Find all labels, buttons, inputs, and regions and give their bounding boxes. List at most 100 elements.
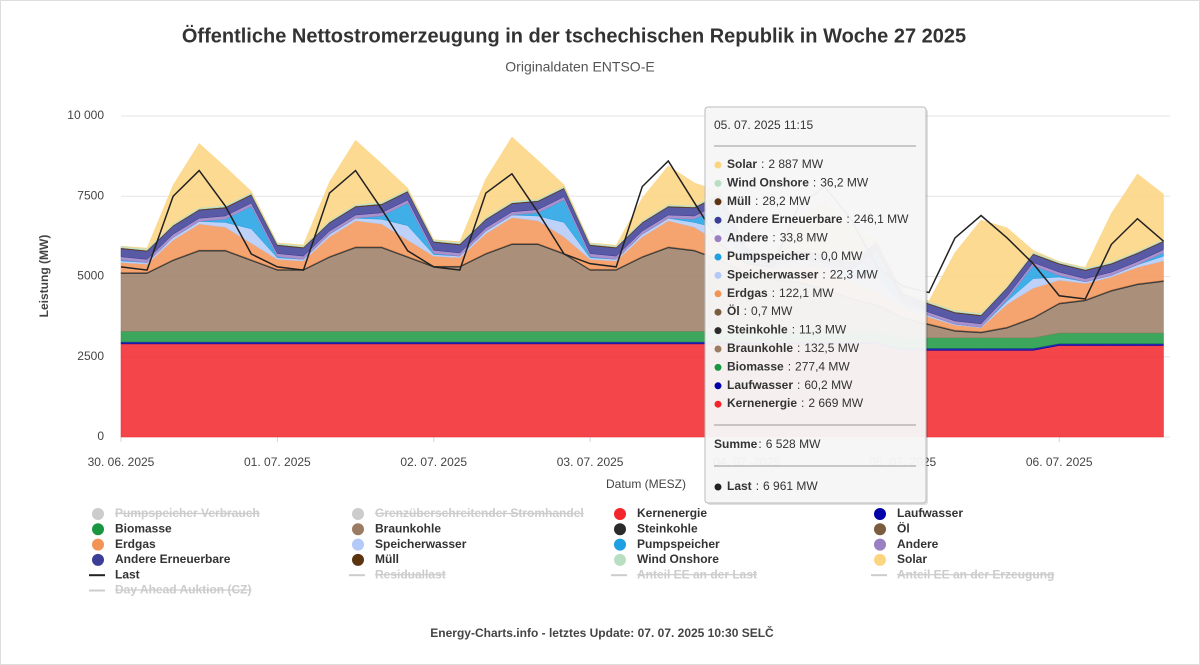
y-tick-label: 2500 bbox=[77, 349, 104, 363]
legend-symbol bbox=[614, 538, 626, 551]
tooltip-value: 277,4 MW bbox=[795, 360, 850, 374]
tooltip-sep: : bbox=[846, 212, 849, 226]
legend-label: Anteil EE an der Erzeugung bbox=[897, 567, 1054, 581]
tooltip-sep: : bbox=[758, 437, 761, 451]
tooltip-value: 60,2 MW bbox=[804, 378, 853, 392]
y-axis-label: Leistung (MW) bbox=[37, 235, 51, 318]
tooltip-value: 0,0 MW bbox=[821, 249, 863, 263]
tooltip-name: Kernenergie bbox=[727, 396, 797, 410]
chart-subtitle: Originaldaten ENTSO-E bbox=[505, 59, 654, 75]
legend-label: Öl bbox=[897, 520, 910, 535]
tooltip-sep: : bbox=[788, 360, 791, 374]
legend-symbol bbox=[614, 508, 626, 520]
legend-symbol bbox=[352, 523, 364, 536]
tooltip-sep: : bbox=[814, 249, 817, 263]
x-tick-label: 03. 07. 2025 bbox=[557, 455, 624, 469]
tooltip-row: Kernenergie:2 669 MW bbox=[727, 396, 864, 410]
tooltip-row: Steinkohle:11,3 MW bbox=[727, 323, 847, 337]
tooltip-value: 2 669 MW bbox=[808, 396, 863, 410]
tooltip-sum: Summe: 6 528 MW bbox=[714, 437, 821, 451]
legend-label: Residuallast bbox=[375, 567, 446, 581]
legend-label: Andere Erneuerbare bbox=[115, 552, 231, 566]
legend-symbol bbox=[352, 538, 364, 551]
legend-label: Müll bbox=[375, 552, 399, 566]
tooltip-row: Wind Onshore:36,2 MW bbox=[727, 176, 869, 190]
legend-label: Kernenergie bbox=[637, 506, 707, 520]
tooltip-bullet bbox=[714, 400, 722, 408]
tooltip-bullet bbox=[714, 290, 722, 298]
legend-symbol bbox=[874, 553, 886, 566]
tooltip-row: Müll:28,2 MW bbox=[727, 194, 811, 208]
tooltip-box bbox=[704, 106, 927, 504]
tooltip-bullet bbox=[714, 216, 722, 224]
tooltip-value: 28,2 MW bbox=[762, 194, 811, 208]
tooltip-title: 05. 07. 2025 11:15 bbox=[714, 118, 814, 132]
tooltip-name: Andere Erneuerbare bbox=[727, 212, 843, 226]
tooltip-sep: : bbox=[744, 304, 747, 318]
x-tick-label: 02. 07. 2025 bbox=[400, 455, 467, 469]
legend-label: Laufwasser bbox=[897, 506, 963, 520]
tooltip-bullet bbox=[714, 161, 722, 169]
tooltip-value: 122,1 MW bbox=[779, 286, 834, 300]
legend-label: Pumpspeicher Verbrauch bbox=[115, 506, 260, 520]
area bbox=[120, 343, 1164, 438]
tooltip-sep: : bbox=[756, 479, 759, 493]
tooltip-value: 132,5 MW bbox=[804, 341, 859, 355]
legend-label: Speicherwasser bbox=[375, 537, 467, 551]
load-line bbox=[120, 159, 1164, 300]
tooltip-name: Biomasse bbox=[727, 360, 784, 374]
tooltip-row: Laufwasser:60,2 MW bbox=[727, 378, 853, 392]
x-tick-label: 01. 07. 2025 bbox=[244, 455, 311, 469]
tooltip-bullet bbox=[714, 253, 722, 261]
legend-symbol bbox=[614, 523, 626, 536]
tooltip-bullet bbox=[714, 363, 722, 371]
footer: Energy-Charts.info - letztes Update: 07.… bbox=[430, 625, 774, 640]
tooltip-value: 22,3 MW bbox=[830, 268, 879, 282]
tooltip-bullet bbox=[714, 382, 722, 390]
tooltip-row: Andere Erneuerbare:246,1 MW bbox=[727, 212, 909, 226]
tooltip-value: 6 528 MW bbox=[766, 437, 821, 451]
tooltip-name: Speicherwasser bbox=[727, 268, 819, 282]
legend-symbol bbox=[92, 523, 104, 536]
legend-symbol bbox=[352, 553, 364, 566]
tooltip-name: Laufwasser bbox=[727, 378, 793, 392]
tooltip-name: Braunkohle bbox=[727, 341, 793, 355]
tooltip-name: Andere bbox=[727, 231, 769, 245]
legend-label: Grenzüberschreitender Stromhandel bbox=[375, 506, 584, 520]
tooltip-value: 6 961 MW bbox=[763, 479, 818, 493]
tooltip-sep: : bbox=[772, 286, 775, 300]
legend-label: Pumpspeicher bbox=[637, 537, 720, 551]
legend-symbol bbox=[614, 553, 626, 566]
legend-symbol bbox=[352, 508, 364, 520]
x-tick-label: 30. 06. 2025 bbox=[88, 455, 155, 469]
tooltip-name: Solar bbox=[727, 157, 757, 171]
tooltip-name: Pumpspeicher bbox=[727, 249, 810, 263]
tooltip-bullet bbox=[714, 235, 722, 243]
tooltip-value: 0,7 MW bbox=[751, 304, 793, 318]
legend-label: Wind Onshore bbox=[637, 552, 719, 566]
tooltip-sep: : bbox=[792, 323, 795, 337]
tooltip-bullet bbox=[714, 271, 722, 279]
tooltip-sep: : bbox=[761, 157, 764, 171]
legend-label: Anteil EE an der Last bbox=[637, 567, 757, 581]
legend-label: Steinkohle bbox=[637, 521, 698, 535]
tooltip-name: Erdgas bbox=[727, 286, 768, 300]
legend-symbol bbox=[92, 553, 104, 566]
tooltip-name: Müll bbox=[727, 194, 751, 208]
tooltip-name: Öl bbox=[727, 303, 740, 318]
tooltip-bullet bbox=[714, 483, 722, 491]
tooltip-row: Pumpspeicher:0,0 MW bbox=[727, 249, 863, 263]
x-axis-label: Datum (MESZ) bbox=[606, 477, 686, 491]
legend-symbol bbox=[874, 523, 886, 536]
legend-label: Solar bbox=[897, 552, 927, 566]
tooltip-sep: : bbox=[813, 176, 816, 190]
tooltip-row: Speicherwasser:22,3 MW bbox=[727, 268, 878, 282]
legend-label: Biomasse bbox=[115, 521, 172, 535]
tooltip-name: Summe bbox=[714, 437, 758, 451]
tooltip-sep: : bbox=[755, 194, 758, 208]
tooltip-value: 11,3 MW bbox=[799, 323, 847, 337]
legend-label: Braunkohle bbox=[375, 521, 441, 535]
x-tick-label: 06. 07. 2025 bbox=[1026, 455, 1093, 469]
tooltip-bullet bbox=[714, 327, 722, 335]
